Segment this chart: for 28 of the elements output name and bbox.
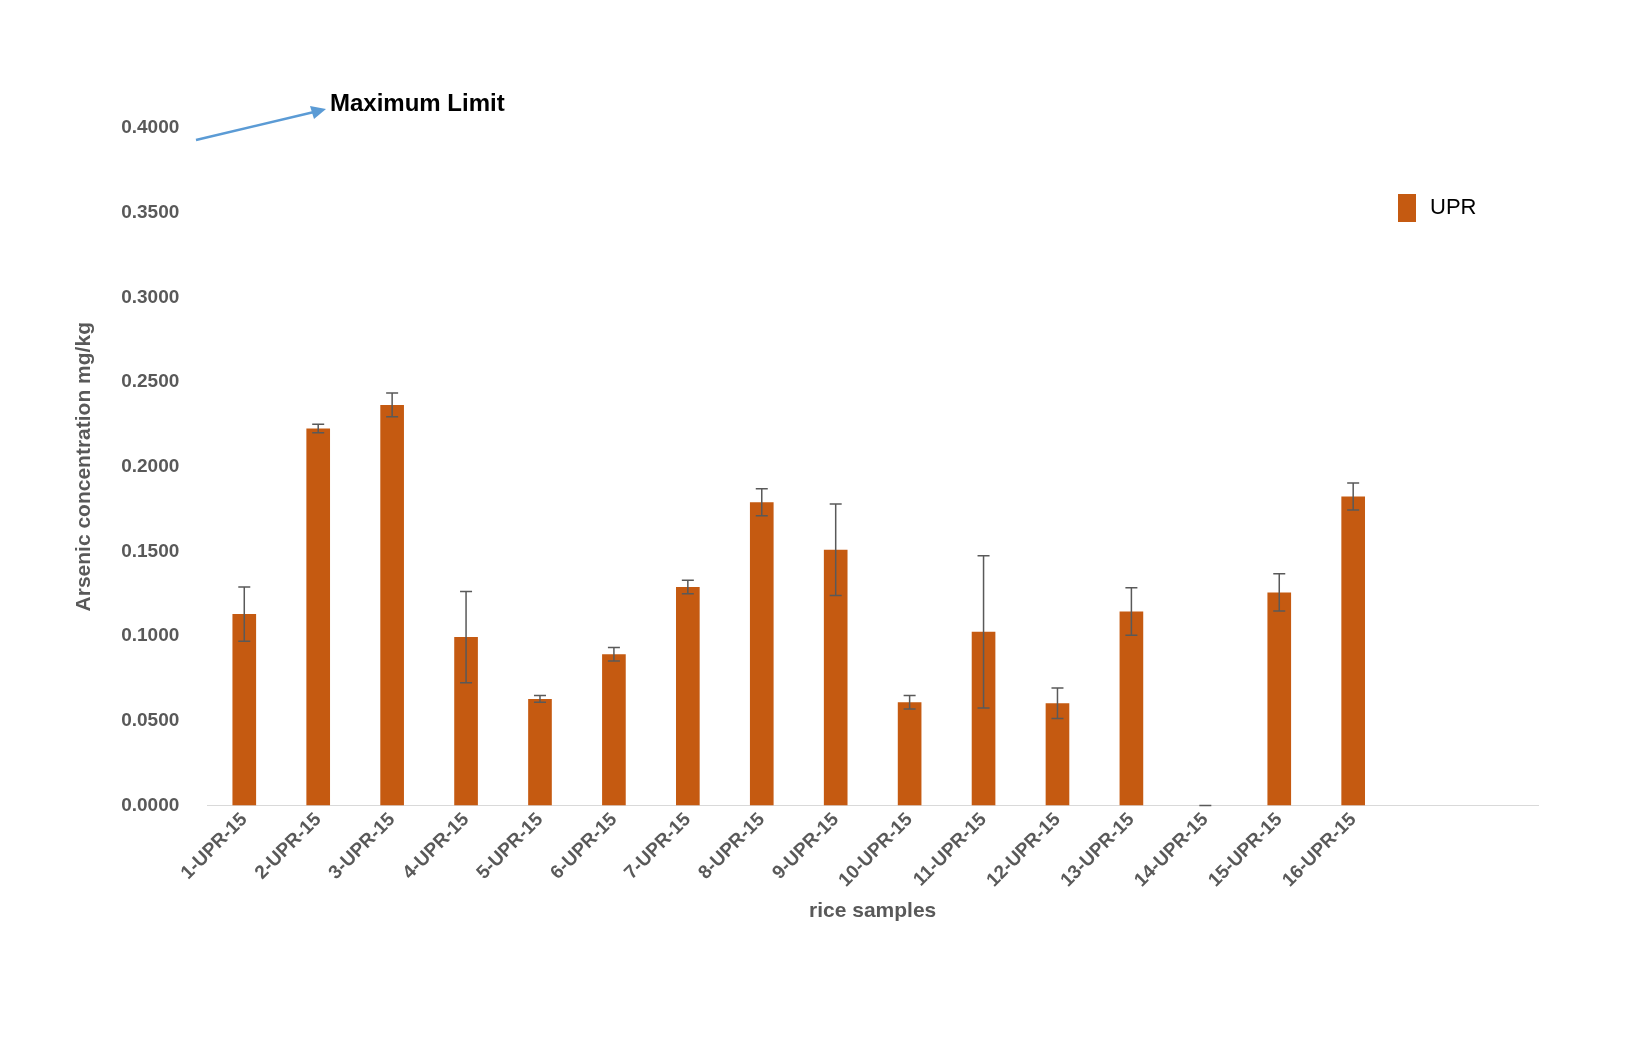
bar (1341, 496, 1366, 806)
y-tick-label: 0.3500 (121, 200, 180, 222)
y-axis-title: Arsenic concentration mg/kg (71, 322, 95, 612)
y-tick-label: 0.0000 (121, 793, 180, 815)
bar (749, 502, 774, 806)
bar (676, 586, 700, 806)
bar (306, 428, 331, 806)
bar (971, 631, 996, 806)
bar (232, 614, 257, 806)
legend-label: UPR (1430, 194, 1477, 220)
y-tick-label: 0.0500 (121, 709, 180, 731)
y-tick-label: 0.3000 (121, 285, 180, 307)
bar (528, 698, 552, 806)
bar (1119, 611, 1144, 806)
y-tick-label: 0.4000 (121, 116, 180, 138)
bar (897, 702, 922, 806)
bar (454, 637, 478, 806)
y-tick-label: 0.1500 (121, 539, 180, 561)
bar (1045, 703, 1070, 806)
y-tick-label: 0.2500 (121, 370, 180, 392)
y-tick-label: 0.1000 (121, 624, 180, 646)
text: Maximum Limit (330, 88, 505, 116)
y-tick-label: 0.2000 (121, 454, 180, 476)
bar (602, 654, 626, 806)
bar (380, 404, 404, 806)
x-axis-title: rice samples (809, 898, 937, 922)
bar (1267, 592, 1292, 806)
bar (823, 549, 848, 806)
